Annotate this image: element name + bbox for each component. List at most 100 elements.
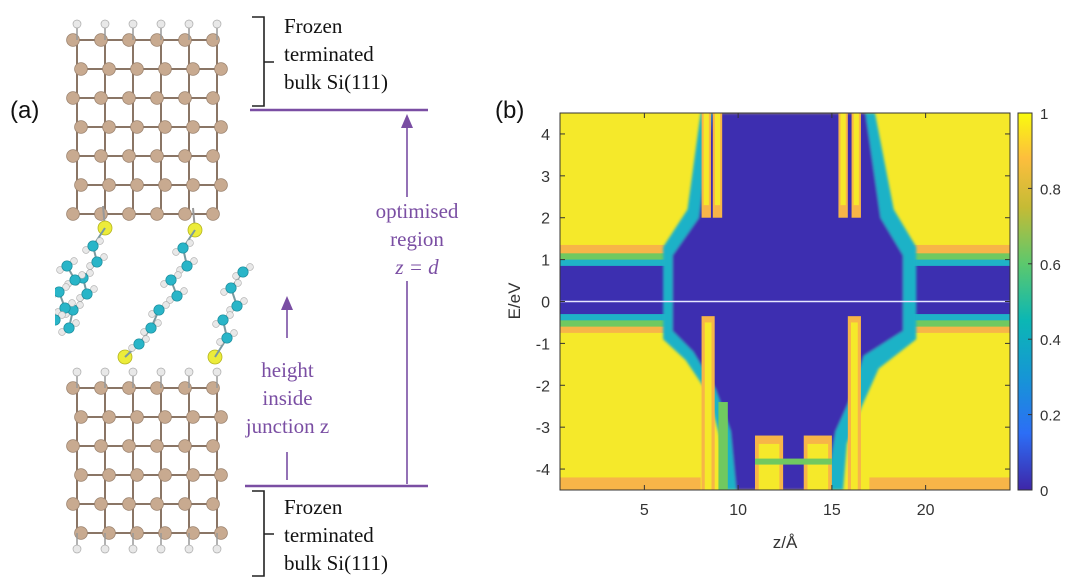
si-atom	[159, 63, 172, 76]
si-atom	[67, 208, 80, 221]
si-atom	[95, 208, 108, 221]
c-atom	[70, 275, 80, 285]
x-tick-label: 10	[729, 502, 747, 519]
si-atom	[215, 63, 228, 76]
si-atom	[159, 179, 172, 192]
y-tick-label: 2	[541, 211, 550, 228]
c-atom	[182, 261, 192, 271]
h-atom	[185, 368, 193, 376]
frozen-top-line3: bulk Si(111)	[284, 68, 388, 96]
y-tick-label: -4	[536, 462, 550, 479]
si-atom	[159, 121, 172, 134]
optimised-line3: z = d	[362, 253, 472, 281]
c-atom	[55, 287, 64, 297]
si-junction-structure	[55, 10, 255, 579]
si-atom	[131, 179, 144, 192]
y-tick-label: 4	[541, 127, 550, 144]
optimised-label: optimised region z = d	[362, 197, 472, 281]
c-atom	[92, 257, 102, 267]
si-atom	[151, 150, 164, 163]
si-atom	[95, 92, 108, 105]
h-atom	[213, 545, 221, 553]
h-atom	[129, 545, 137, 553]
height-line1: height	[230, 356, 345, 384]
si-atom	[131, 121, 144, 134]
si-atom	[187, 121, 200, 134]
frozen-bottom-line1: Frozen	[284, 493, 388, 521]
panel-a-label: (a)	[10, 97, 39, 125]
height-line2: inside	[230, 384, 345, 412]
si-atom	[207, 150, 220, 163]
si-atom	[187, 411, 200, 424]
frozen-top-line1: Frozen	[284, 12, 388, 40]
si-atom	[103, 469, 116, 482]
si-atom	[151, 92, 164, 105]
si-atom	[67, 440, 80, 453]
si-atom	[95, 150, 108, 163]
c-atom	[218, 315, 228, 325]
si-atom	[159, 411, 172, 424]
colorbar	[1018, 113, 1032, 490]
frozen-top-line2: terminated	[284, 40, 388, 68]
h-atom	[73, 545, 81, 553]
h-atom	[129, 20, 137, 28]
si-atom	[123, 208, 136, 221]
si-atom	[75, 411, 88, 424]
si-atom	[123, 150, 136, 163]
si-atom	[179, 150, 192, 163]
si-atom	[215, 179, 228, 192]
top-si-slab	[67, 20, 228, 220]
si-atom	[207, 498, 220, 511]
h-atom	[213, 20, 221, 28]
frozen-bottom-line3: bulk Si(111)	[284, 549, 388, 577]
c-atom	[172, 291, 182, 301]
si-atom	[187, 179, 200, 192]
si-atom	[67, 92, 80, 105]
si-atom	[75, 179, 88, 192]
h-atom	[157, 20, 165, 28]
h-atom	[157, 368, 165, 376]
c-atom	[64, 323, 74, 333]
colorbar-tick-label: 0	[1040, 483, 1048, 500]
si-atom	[123, 92, 136, 105]
colorbar-tick-label: 0.6	[1040, 257, 1061, 274]
frozen-bottom-text: Frozen terminated bulk Si(111)	[284, 493, 388, 577]
h-atom	[73, 368, 81, 376]
frozen-top-text: Frozen terminated bulk Si(111)	[284, 12, 388, 96]
c-atom	[146, 323, 156, 333]
si-atom	[207, 440, 220, 453]
height-label: height inside junction z	[230, 356, 345, 440]
colorbar-tick-label: 1	[1040, 106, 1048, 123]
c-atom	[134, 339, 144, 349]
si-atom	[131, 469, 144, 482]
si-atom	[187, 63, 200, 76]
c-atom	[154, 305, 164, 315]
si-atom	[103, 121, 116, 134]
si-atom	[187, 469, 200, 482]
si-atom	[123, 498, 136, 511]
x-tick-label: 20	[917, 502, 935, 519]
c-atom	[178, 243, 188, 253]
colorbar-tick-label: 0.4	[1040, 332, 1061, 349]
x-tick-label: 15	[823, 502, 841, 519]
y-tick-label: -3	[536, 420, 550, 437]
height-line3: junction z	[230, 412, 345, 440]
si-atom	[215, 121, 228, 134]
si-atom	[95, 440, 108, 453]
x-axis-label: z/Å	[773, 533, 798, 552]
optimised-arrow-head	[401, 114, 413, 128]
si-atom	[131, 63, 144, 76]
si-atom	[123, 440, 136, 453]
optimised-line2: region	[362, 225, 472, 253]
c-atom	[222, 333, 232, 343]
h-atom	[101, 545, 109, 553]
y-tick-label: 0	[541, 295, 550, 312]
si-atom	[179, 92, 192, 105]
y-tick-label: -1	[536, 336, 550, 353]
si-atom	[103, 411, 116, 424]
bottom-si-slab	[67, 368, 228, 553]
y-tick-label: -2	[536, 378, 550, 395]
h-atom	[101, 20, 109, 28]
si-atom	[215, 411, 228, 424]
h-atom	[129, 368, 137, 376]
